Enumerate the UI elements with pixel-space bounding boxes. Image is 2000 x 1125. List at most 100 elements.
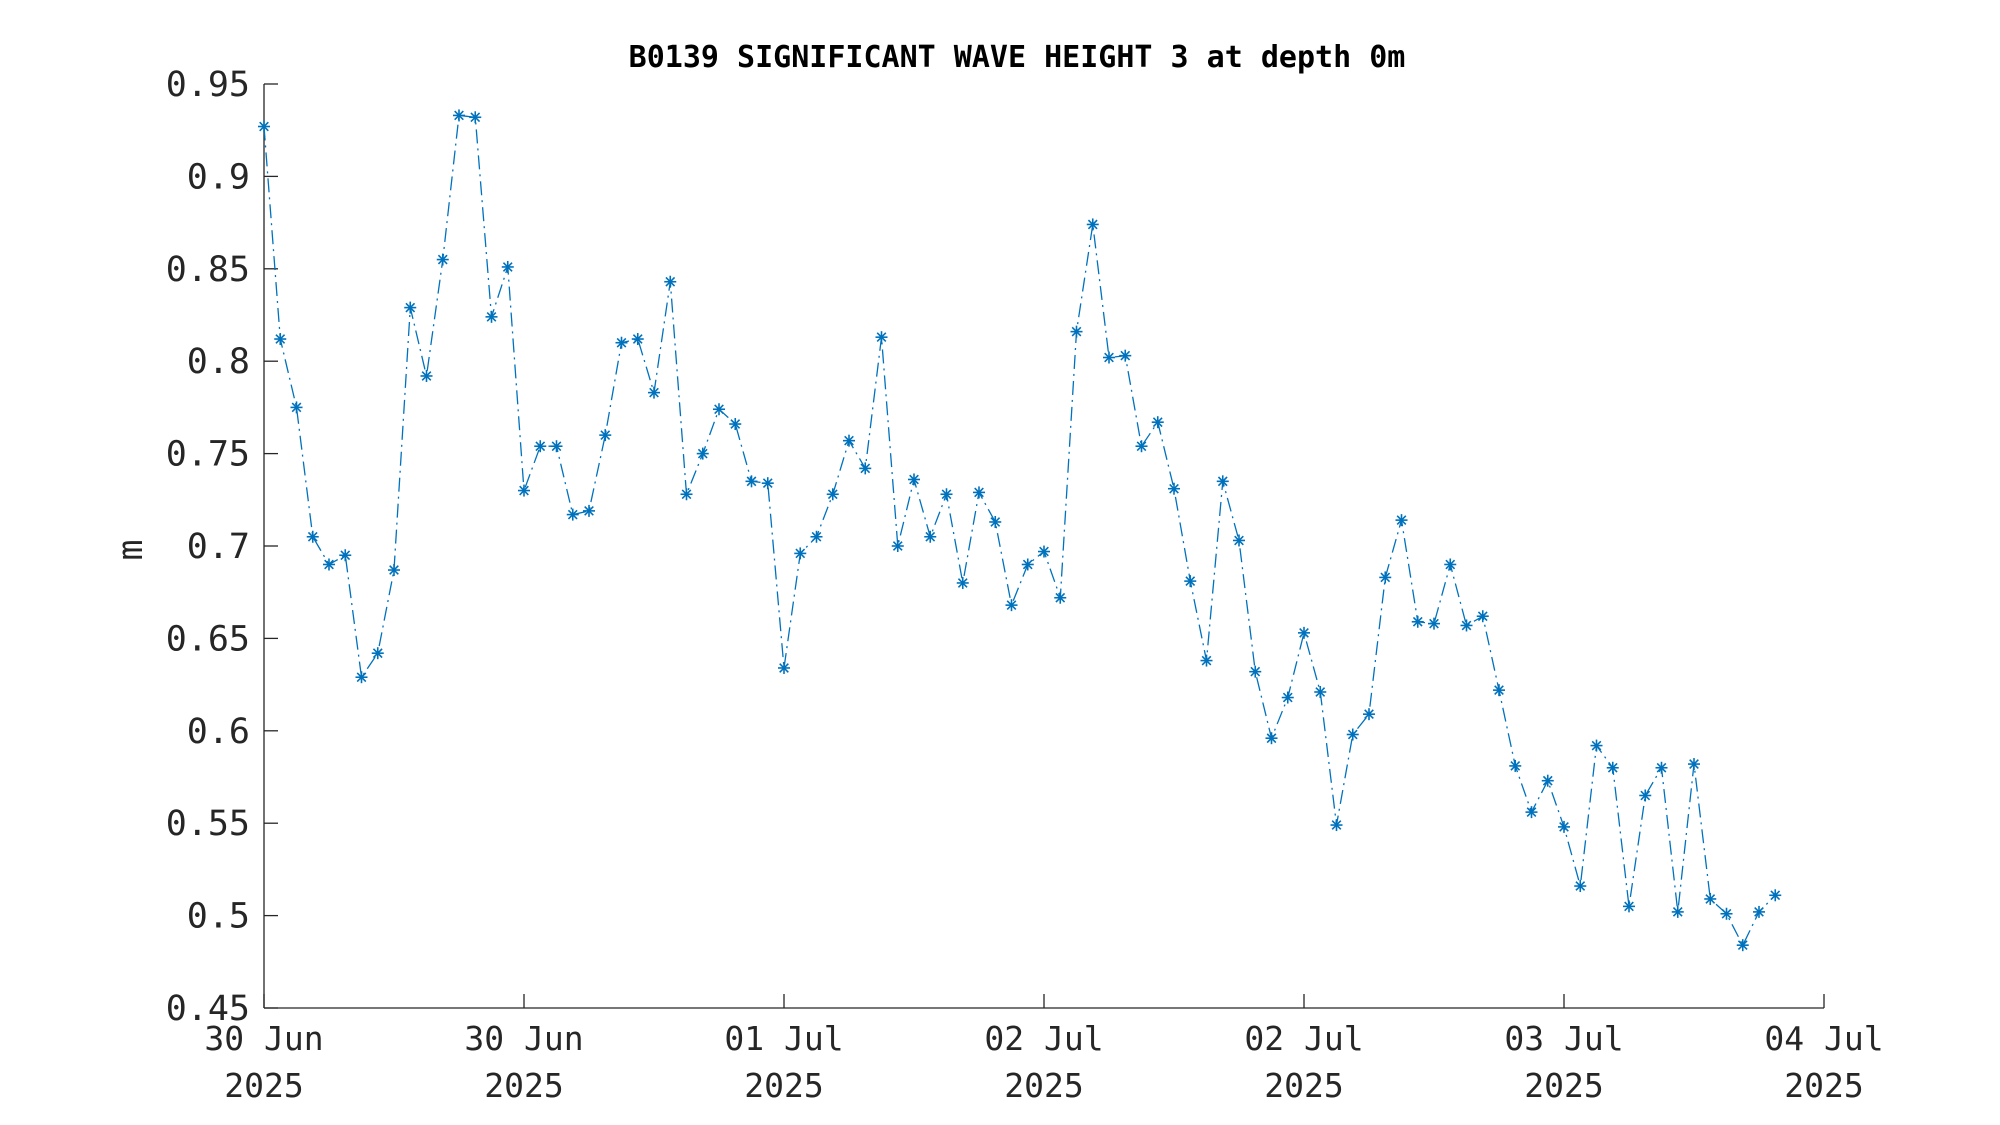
y-axis: 0.45 0.5 0.55 0.6 0.65 0.7 0.75 0.8 0.85 0.9 0.95 xyxy=(166,65,278,1029)
marker-stroke xyxy=(340,550,351,561)
marker-stroke xyxy=(1234,535,1244,546)
marker-stroke xyxy=(1315,687,1326,697)
marker-stroke xyxy=(1364,709,1374,720)
data-point xyxy=(729,418,742,431)
marker-stroke xyxy=(1299,627,1309,638)
data-point xyxy=(648,386,660,399)
data-point xyxy=(1655,761,1668,774)
y-tick-label: 0.75 xyxy=(166,435,250,475)
data-point xyxy=(371,647,384,660)
data-point xyxy=(290,401,303,414)
marker-stroke xyxy=(746,476,757,487)
marker-stroke xyxy=(1152,417,1163,428)
marker-stroke xyxy=(1217,476,1228,487)
y-tick-label: 0.85 xyxy=(166,250,250,290)
marker-stroke xyxy=(1282,692,1293,703)
marker-stroke xyxy=(957,578,968,588)
marker-stroke xyxy=(1120,350,1131,361)
data-point xyxy=(355,671,368,684)
marker-stroke xyxy=(1087,219,1098,230)
marker-stroke xyxy=(1575,881,1586,891)
data-point xyxy=(323,558,335,571)
marker-stroke xyxy=(1461,620,1472,631)
data-point xyxy=(615,336,628,349)
data-point xyxy=(631,333,644,346)
x-tick-label: 01 Jul 2025 xyxy=(724,1019,843,1105)
marker-stroke xyxy=(1477,611,1488,622)
data-point xyxy=(436,253,449,266)
x-tick-label: 30 Jun 2025 xyxy=(464,1019,583,1105)
data-point xyxy=(1330,819,1343,832)
data-point xyxy=(1021,558,1034,571)
marker-stroke xyxy=(1429,618,1439,629)
marker-stroke xyxy=(714,404,724,415)
marker-stroke xyxy=(1754,907,1764,917)
marker-stroke xyxy=(941,489,952,500)
data-point xyxy=(956,576,969,589)
data-point xyxy=(1151,416,1164,429)
data-point xyxy=(1314,685,1327,698)
data-point xyxy=(1249,665,1262,678)
data-point xyxy=(1119,349,1132,362)
data-point xyxy=(664,275,677,288)
data-point xyxy=(1281,691,1294,704)
marker-stroke xyxy=(324,559,334,570)
marker-stroke xyxy=(1494,685,1504,696)
marker-stroke xyxy=(437,254,448,265)
marker-stroke xyxy=(827,489,838,500)
data-point xyxy=(599,429,612,442)
x-tick-label-line: 2025 xyxy=(1784,1066,1863,1105)
x-tick-label-line: 2025 xyxy=(1524,1066,1603,1105)
marker-stroke xyxy=(1396,515,1407,526)
marker-stroke xyxy=(372,648,383,659)
marker-stroke xyxy=(1640,790,1651,801)
marker-stroke xyxy=(1559,822,1569,832)
x-tick-label-line: 03 Jul xyxy=(1504,1019,1623,1058)
y-tick-label: 0.5 xyxy=(187,897,250,937)
data-point xyxy=(859,462,872,475)
marker-stroke xyxy=(1770,890,1781,901)
marker-stroke xyxy=(1169,483,1179,494)
data-point xyxy=(1395,514,1408,527)
data-point xyxy=(339,549,352,562)
marker-stroke xyxy=(567,509,578,520)
data-point xyxy=(745,475,758,488)
marker-stroke xyxy=(1331,820,1342,830)
data-point xyxy=(583,504,595,517)
marker-stroke xyxy=(1380,572,1391,583)
marker-stroke xyxy=(1607,762,1618,773)
y-tick-label: 0.95 xyxy=(166,65,250,105)
y-axis-label: m xyxy=(111,539,151,560)
x-tick-label-line: 2025 xyxy=(1004,1066,1083,1105)
marker-stroke xyxy=(681,489,692,500)
marker-stroke xyxy=(665,276,676,287)
y-tick-label: 0.6 xyxy=(187,712,250,752)
marker-stroke xyxy=(1266,733,1277,744)
data-point xyxy=(891,540,904,552)
marker-stroke xyxy=(779,663,789,673)
marker-stroke xyxy=(616,337,627,348)
data-point xyxy=(1005,599,1018,612)
chart-title: B0139 SIGNIFICANT WAVE HEIGHT 3 at depth… xyxy=(629,40,1406,75)
marker-stroke xyxy=(730,419,741,429)
x-tick-label-line: 2025 xyxy=(744,1066,823,1105)
marker-stroke xyxy=(1672,907,1683,917)
marker-stroke xyxy=(1510,761,1521,771)
plot-series xyxy=(258,109,1782,952)
data-point xyxy=(1135,440,1148,453)
x-tick-label: 04 Jul 2025 xyxy=(1764,1019,1883,1105)
marker-stroke xyxy=(1006,600,1017,611)
marker-stroke xyxy=(762,478,773,489)
marker-stroke xyxy=(259,121,269,132)
marker-stroke xyxy=(1412,616,1423,627)
data-point xyxy=(843,434,855,447)
marker-stroke xyxy=(535,441,546,452)
marker-stroke xyxy=(421,371,432,381)
data-point xyxy=(989,515,1002,528)
y-tick-label: 0.7 xyxy=(187,527,250,567)
x-tick-label: 02 Jul 2025 xyxy=(1244,1019,1363,1105)
marker-stroke xyxy=(811,531,822,542)
data-point xyxy=(908,473,920,486)
x-tick-label-line: 2025 xyxy=(484,1066,563,1105)
marker-stroke xyxy=(1705,894,1716,904)
